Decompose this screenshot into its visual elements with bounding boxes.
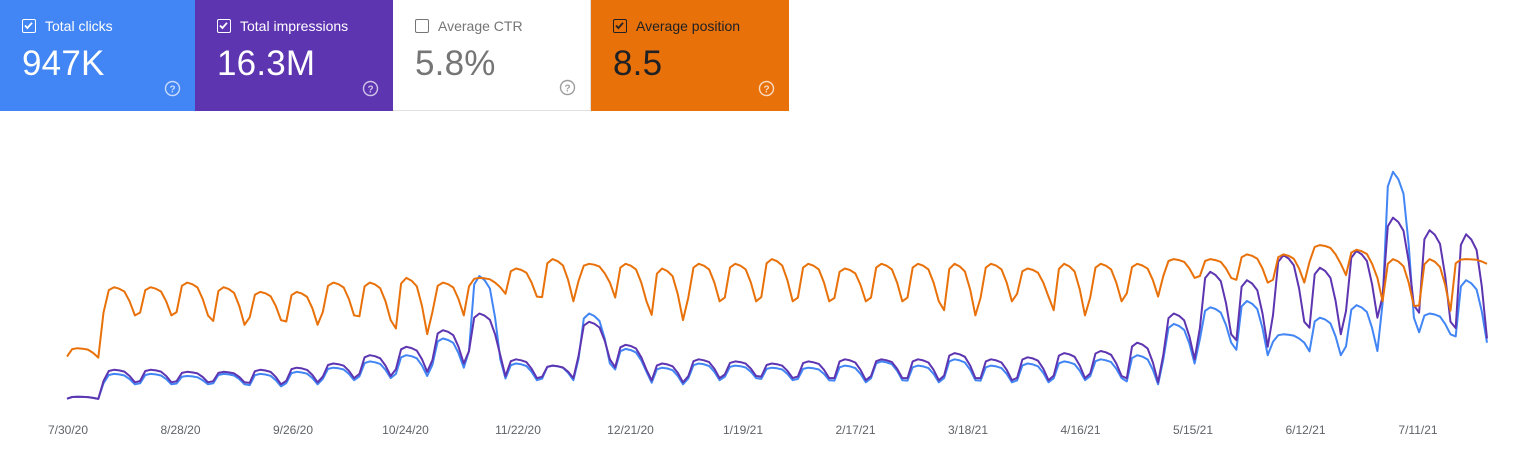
metric-card-clicks[interactable]: Total clicks 947K ? bbox=[0, 0, 195, 111]
metric-label: Average position bbox=[636, 18, 741, 34]
metric-card-impressions[interactable]: Total impressions 16.3M ? bbox=[195, 0, 393, 111]
x-tick-label: 4/16/21 bbox=[1060, 423, 1100, 437]
metric-header: Total clicks bbox=[22, 18, 113, 34]
metric-header: Average CTR bbox=[415, 18, 523, 34]
metric-value: 16.3M bbox=[217, 44, 316, 83]
metric-label: Average CTR bbox=[438, 18, 523, 34]
metric-cards: Total clicks 947K ? Total impressions 16… bbox=[0, 0, 789, 111]
metric-header: Average position bbox=[613, 18, 740, 34]
help-circle-icon[interactable]: ? bbox=[362, 80, 379, 97]
x-tick-label: 12/21/20 bbox=[607, 423, 654, 437]
x-tick-label: 5/15/21 bbox=[1173, 423, 1213, 437]
x-tick-label: 7/11/21 bbox=[1398, 423, 1437, 437]
svg-text:?: ? bbox=[564, 83, 570, 94]
checkbox-icon[interactable] bbox=[613, 19, 627, 33]
x-tick-label: 6/12/21 bbox=[1285, 423, 1325, 437]
performance-chart[interactable]: 7/30/20 8/28/20 9/26/20 10/24/20 11/22/20 12/… bbox=[0, 111, 1515, 452]
x-tick-label: 8/28/20 bbox=[160, 423, 200, 437]
x-tick-label: 2/17/21 bbox=[835, 423, 875, 437]
metric-card-position[interactable]: Average position 8.5 ? bbox=[591, 0, 789, 111]
x-tick-label: 3/18/21 bbox=[948, 423, 988, 437]
series-line-total-impressions bbox=[66, 216, 1488, 400]
x-tick-label: 7/30/20 bbox=[48, 423, 88, 437]
help-circle-icon[interactable]: ? bbox=[164, 80, 181, 97]
svg-text:?: ? bbox=[763, 84, 769, 95]
help-circle-icon[interactable]: ? bbox=[559, 79, 576, 96]
x-tick-label: 11/22/20 bbox=[495, 423, 541, 437]
x-axis-ticks: 7/30/20 8/28/20 9/26/20 10/24/20 11/22/20 12/… bbox=[48, 423, 1438, 437]
series-line-total-clicks bbox=[66, 170, 1488, 400]
x-tick-label: 9/26/20 bbox=[273, 423, 313, 437]
checkbox-icon[interactable] bbox=[22, 19, 36, 33]
checkbox-icon[interactable] bbox=[415, 19, 429, 33]
metric-label: Total impressions bbox=[240, 18, 349, 34]
help-circle-icon[interactable]: ? bbox=[758, 80, 775, 97]
metric-label: Total clicks bbox=[45, 18, 113, 34]
svg-text:?: ? bbox=[169, 84, 175, 95]
metric-header: Total impressions bbox=[217, 18, 348, 34]
metric-value: 8.5 bbox=[613, 44, 663, 83]
metric-value: 947K bbox=[22, 44, 105, 83]
x-tick-label: 1/19/21 bbox=[723, 423, 763, 437]
series-line-average-position bbox=[66, 244, 1488, 359]
metric-value: 5.8% bbox=[415, 44, 496, 83]
svg-text:?: ? bbox=[367, 84, 373, 95]
metric-card-ctr[interactable]: Average CTR 5.8% ? bbox=[393, 0, 591, 111]
checkbox-icon[interactable] bbox=[217, 19, 231, 33]
x-tick-label: 10/24/20 bbox=[382, 423, 429, 437]
series-lines bbox=[66, 170, 1488, 400]
